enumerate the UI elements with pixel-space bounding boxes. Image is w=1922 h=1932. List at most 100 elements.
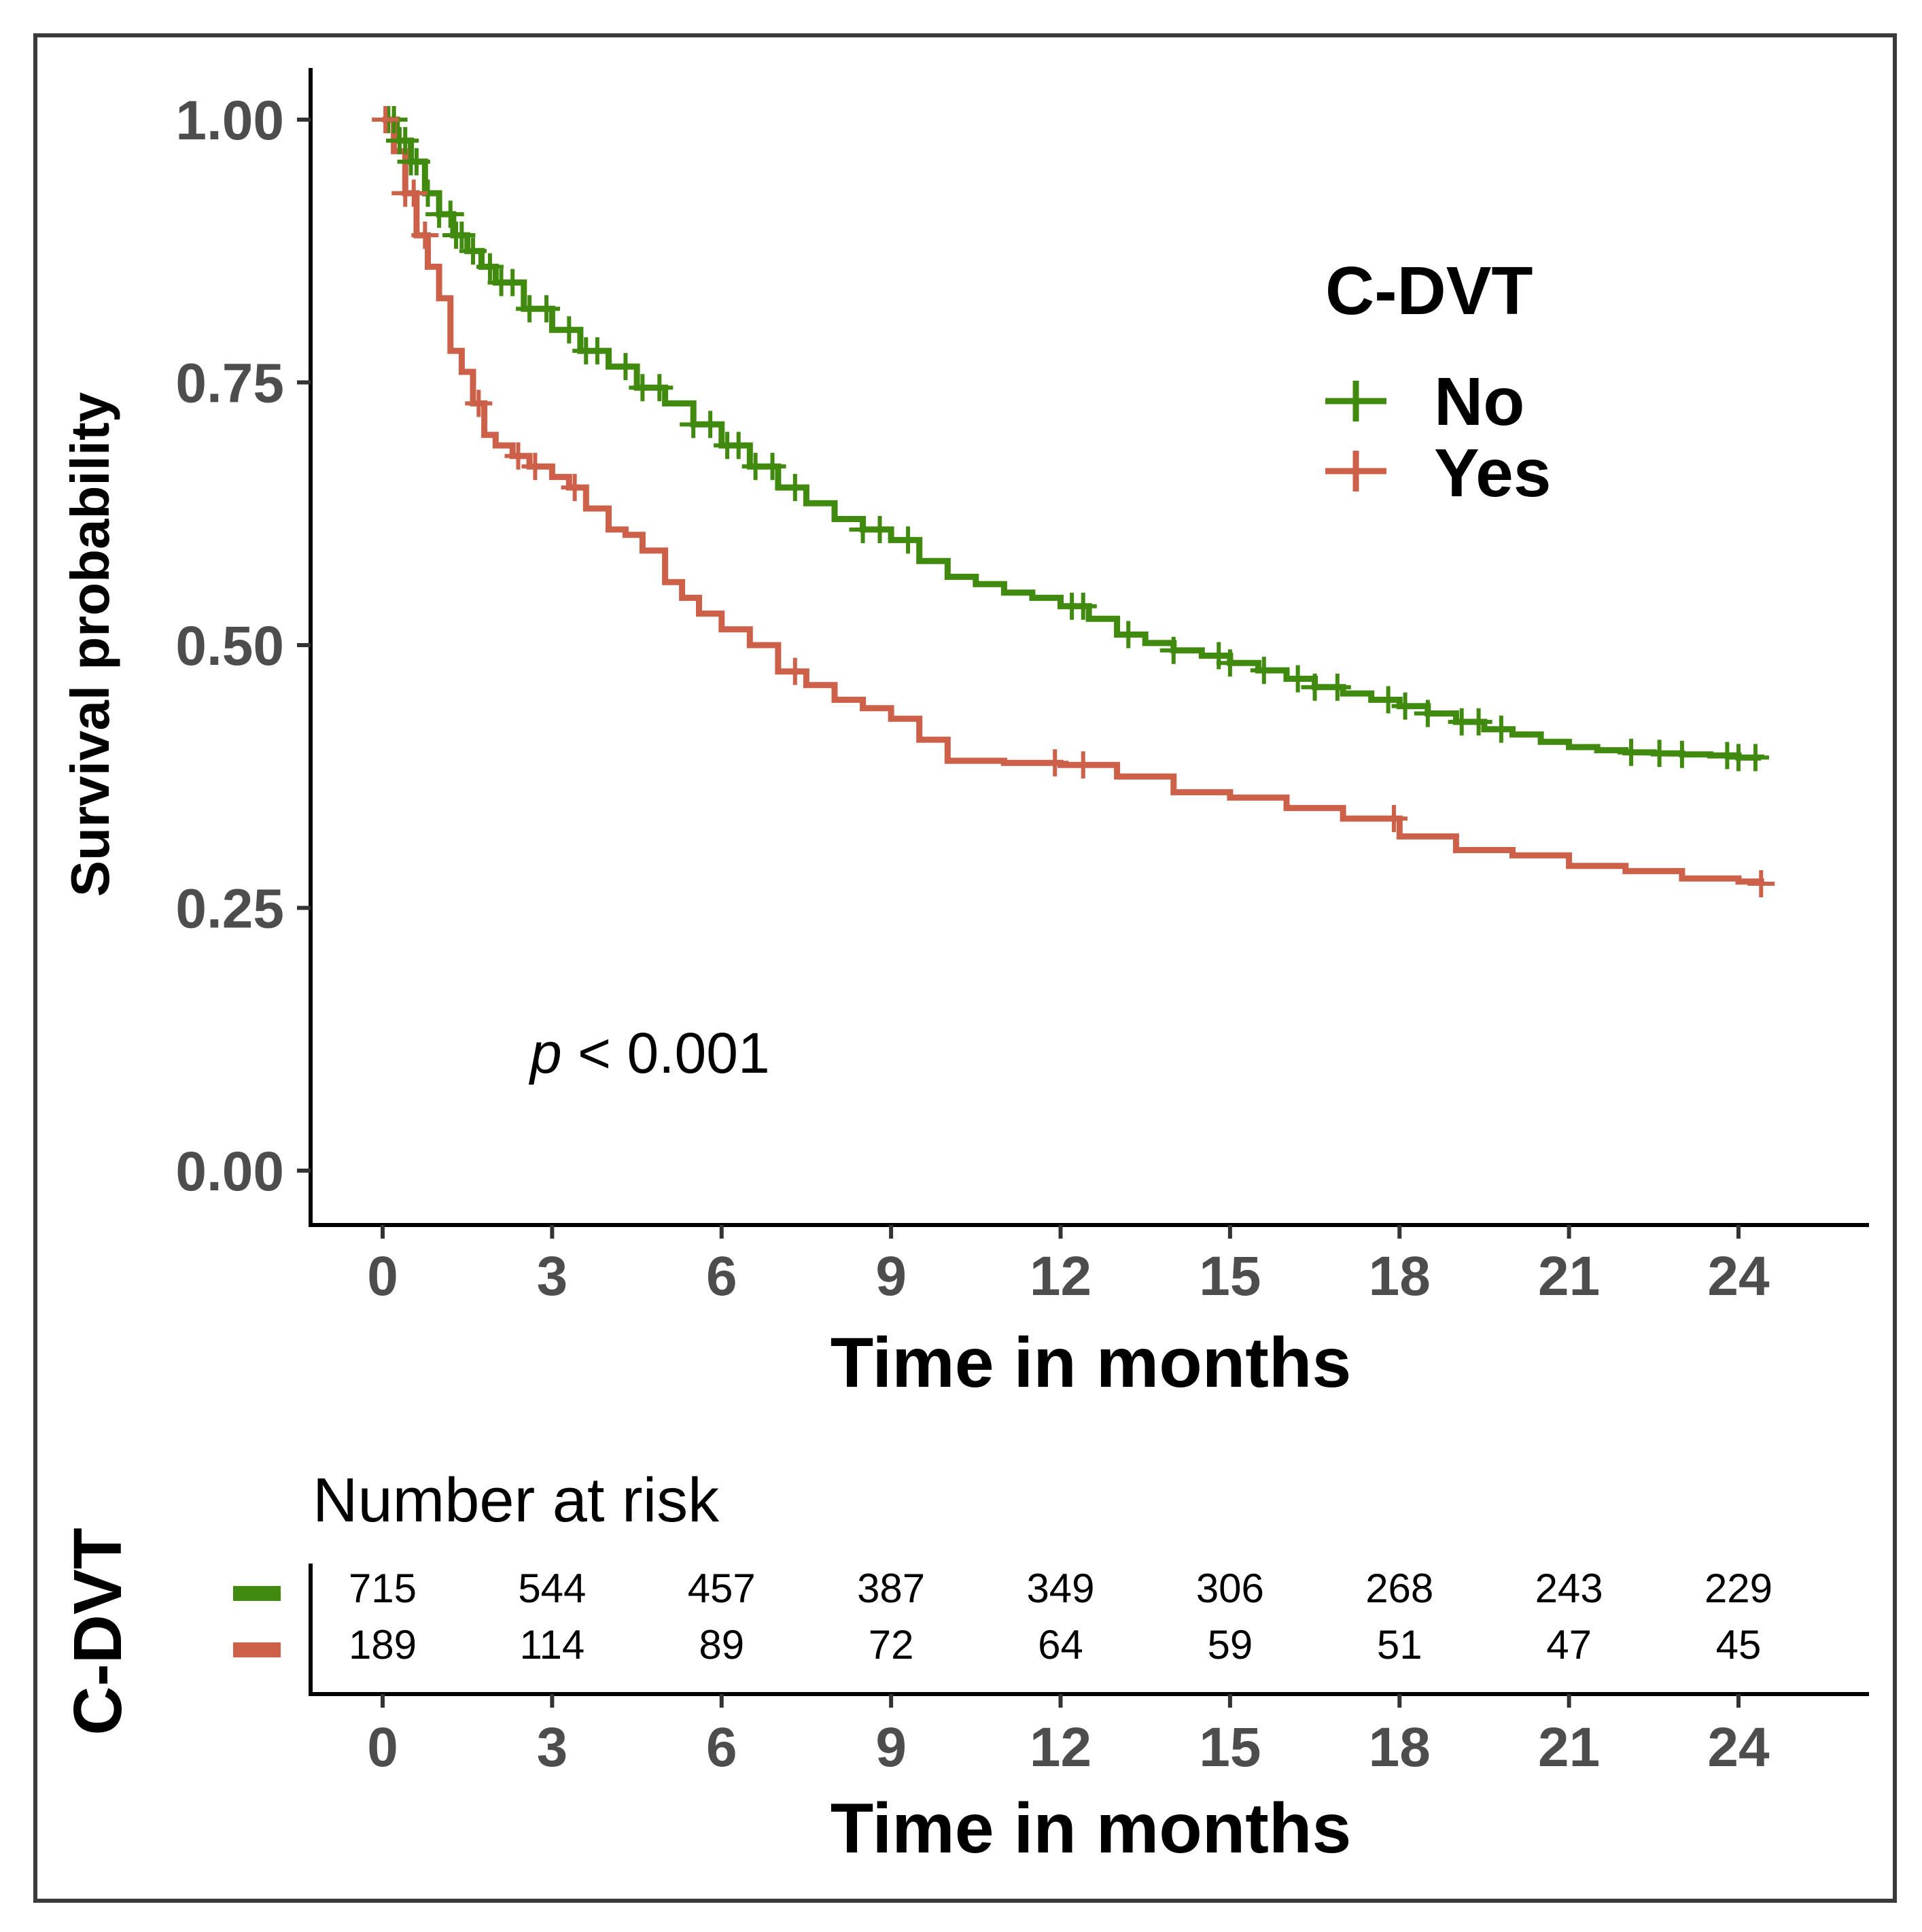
- risk-cell-yes: 51: [1377, 1622, 1422, 1668]
- censor-mark-no: [1250, 657, 1278, 685]
- x-tick-label: 12: [1030, 1245, 1091, 1307]
- censor-mark-no: [476, 253, 504, 281]
- risk-cell-yes: 72: [869, 1622, 914, 1668]
- risk-cell-no: 387: [857, 1566, 925, 1611]
- x-tick-label: 21: [1538, 1245, 1600, 1307]
- legend-key-no: [1325, 381, 1386, 421]
- y-axis-title: Survival probability: [60, 392, 120, 897]
- legend-label-yes: Yes: [1434, 435, 1551, 511]
- censor-mark-no: [724, 432, 752, 460]
- legend-item-no: No: [1325, 364, 1524, 440]
- p-value-annotation: p < 0.001: [528, 1021, 770, 1085]
- risk-cell-yes: 114: [520, 1622, 585, 1668]
- risk-x-tick-label: 3: [537, 1717, 568, 1778]
- y-ticks: 0.00 0.25 0.50 0.75 1.00: [175, 90, 311, 1203]
- censor-mark-no: [499, 269, 527, 296]
- risk-x-tick-label: 12: [1030, 1717, 1091, 1778]
- censor-marks: [372, 106, 1775, 897]
- censor-mark-no: [1069, 592, 1097, 620]
- legend-key-mark: [1325, 451, 1386, 491]
- x-ticks: 0 3 6 9 12 15 18 21 24: [367, 1225, 1770, 1307]
- censor-mark-no: [646, 374, 674, 402]
- censor-mark-no: [1115, 621, 1142, 649]
- risk-table: Number at risk C-DVT 715 544 457 387 349 306 2…: [60, 1466, 1869, 1868]
- censor-mark-no: [1391, 692, 1419, 720]
- risk-cell-no: 268: [1365, 1566, 1433, 1611]
- risk-cell-no: 457: [688, 1566, 756, 1611]
- risk-keys: [233, 1586, 281, 1657]
- censor-mark-yes: [1041, 749, 1069, 777]
- y-tick-label: 0.50: [175, 615, 284, 677]
- x-tick-label: 9: [875, 1245, 907, 1307]
- censor-mark-no: [866, 515, 894, 543]
- legend-key-mark: [1325, 381, 1386, 421]
- censor-mark-no: [448, 222, 476, 249]
- legend: C-DVT No Yes: [1325, 253, 1551, 511]
- censor-mark-no: [1618, 738, 1645, 766]
- p-value-text: < 0.001: [562, 1021, 770, 1085]
- p-symbol: p: [528, 1021, 562, 1085]
- censor-mark-yes: [521, 453, 549, 481]
- censor-mark-yes: [411, 222, 439, 249]
- censor-mark-no: [555, 316, 583, 344]
- x-tick-label: 3: [537, 1245, 568, 1307]
- risk-key-yes: [233, 1642, 281, 1657]
- censor-mark-yes: [1380, 805, 1408, 833]
- x-axis-title: Time in months: [831, 1324, 1352, 1402]
- censor-mark-no: [402, 148, 430, 175]
- risk-x-tick-label: 21: [1538, 1717, 1600, 1778]
- censor-mark-no: [1284, 665, 1312, 693]
- risk-cell-yes: 47: [1546, 1622, 1592, 1668]
- censor-mark-yes: [561, 474, 589, 502]
- censor-mark-no: [758, 453, 786, 481]
- censor-mark-no: [459, 237, 487, 265]
- x-tick-label: 18: [1369, 1245, 1431, 1307]
- survival-curve-no: [383, 116, 1764, 761]
- risk-cell-no: 229: [1705, 1566, 1772, 1611]
- risk-cell-yes: 89: [699, 1622, 744, 1668]
- km-plot: 0.00 0.25 0.50 0.75 1.00 0 3 6 9 12 15 18 21 24 Surv…: [60, 68, 1869, 1402]
- risk-x-tick-label: 0: [367, 1717, 398, 1778]
- risk-table-group-label: C-DVT: [60, 1528, 136, 1736]
- risk-cell-yes: 59: [1208, 1622, 1253, 1668]
- censor-mark-no: [781, 474, 809, 502]
- censor-mark-no: [1713, 742, 1741, 770]
- censor-mark-no: [1741, 744, 1769, 772]
- risk-x-tick-label: 15: [1199, 1717, 1261, 1778]
- y-tick-label: 0.00: [175, 1141, 284, 1203]
- figure-border: [33, 33, 1897, 1903]
- censor-mark-no: [1323, 673, 1351, 701]
- censor-mark-yes: [372, 106, 400, 133]
- censor-mark-no: [1159, 636, 1187, 664]
- y-tick-label: 0.75: [175, 353, 284, 415]
- legend-label-no: No: [1434, 364, 1524, 440]
- censor-mark-no: [1216, 649, 1244, 677]
- x-tick-label: 0: [367, 1245, 398, 1307]
- censor-mark-no: [1374, 686, 1402, 714]
- risk-x-tick-label: 18: [1369, 1717, 1431, 1778]
- risk-key-no: [233, 1586, 281, 1601]
- censor-mark-no: [697, 411, 724, 438]
- risk-cell-yes: 45: [1716, 1622, 1762, 1668]
- risk-x-tick-label: 9: [875, 1717, 907, 1778]
- x-tick-label: 6: [706, 1245, 737, 1307]
- censor-mark-yes: [400, 179, 427, 207]
- risk-cell-yes: 64: [1038, 1622, 1083, 1668]
- risk-cell-no: 243: [1535, 1566, 1603, 1611]
- risk-x-tick-label: 6: [706, 1717, 737, 1778]
- censor-mark-no: [533, 295, 561, 323]
- censor-mark-no: [583, 337, 611, 365]
- censor-mark-no: [391, 126, 419, 154]
- risk-cell-no: 306: [1196, 1566, 1264, 1611]
- censor-mark-yes: [504, 442, 532, 470]
- risk-table-title: Number at risk: [313, 1466, 720, 1535]
- y-tick-label: 1.00: [175, 90, 284, 152]
- censor-mark-no: [894, 526, 922, 554]
- legend-item-yes: Yes: [1325, 435, 1551, 511]
- risk-cell-yes: 189: [349, 1622, 417, 1668]
- censor-mark-no: [436, 201, 464, 228]
- legend-title: C-DVT: [1325, 253, 1533, 329]
- censor-mark-no: [1414, 700, 1442, 727]
- x-tick-label: 15: [1199, 1245, 1261, 1307]
